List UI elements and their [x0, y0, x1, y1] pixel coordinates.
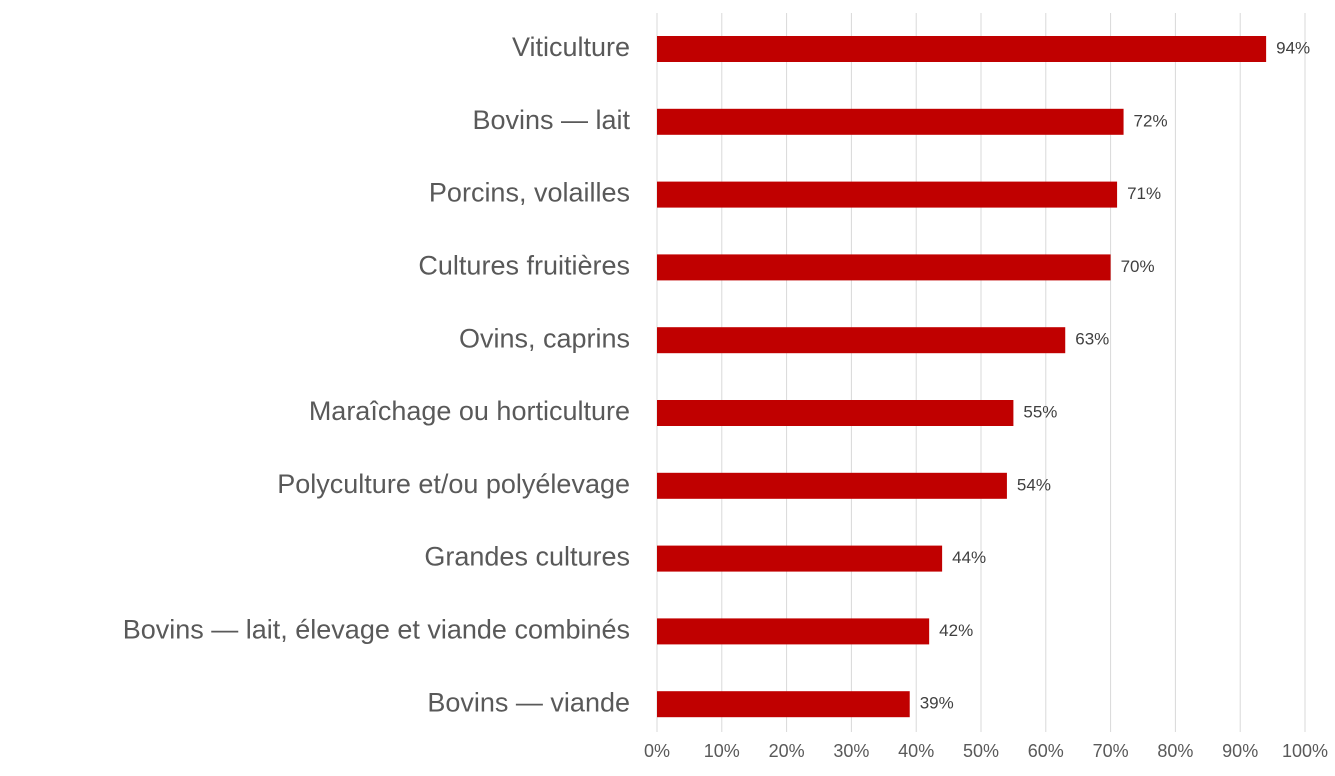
x-tick-label: 70%	[1093, 741, 1129, 761]
category-label: Viticulture	[512, 32, 630, 62]
category-label: Bovins — lait, élevage et viande combiné…	[123, 615, 630, 645]
value-label: 44%	[952, 548, 986, 567]
bar	[657, 618, 930, 645]
x-tick-label: 60%	[1028, 741, 1064, 761]
value-label: 94%	[1276, 38, 1310, 57]
x-tick-label: 90%	[1222, 741, 1258, 761]
x-tick-label: 80%	[1157, 741, 1193, 761]
bar	[657, 327, 1066, 354]
bar	[657, 400, 1014, 426]
bar	[657, 254, 1111, 281]
x-tick-label: 10%	[704, 741, 740, 761]
bar	[657, 108, 1124, 135]
category-label: Cultures fruitières	[418, 251, 630, 281]
value-label: 54%	[1017, 475, 1051, 494]
category-label: Maraîchage ou horticulture	[309, 396, 630, 426]
x-tick-label: 40%	[898, 741, 934, 761]
value-label: 55%	[1023, 402, 1057, 421]
category-label: Bovins — viande	[427, 687, 630, 717]
category-label: Polyculture et/ou polyélevage	[277, 469, 630, 499]
x-tick-label: 100%	[1282, 741, 1328, 761]
value-label: 63%	[1075, 330, 1109, 349]
bar	[657, 472, 1007, 499]
x-tick-label: 0%	[644, 741, 670, 761]
category-label: Ovins, caprins	[459, 323, 630, 353]
value-label: 70%	[1121, 257, 1155, 276]
bar	[657, 181, 1118, 208]
bar	[657, 36, 1267, 62]
value-label: 39%	[920, 694, 954, 713]
x-tick-label: 30%	[833, 741, 869, 761]
bar	[657, 691, 910, 718]
x-tick-label: 20%	[769, 741, 805, 761]
x-tick-label: 50%	[963, 741, 999, 761]
bar	[657, 545, 943, 572]
category-label: Bovins — lait	[472, 105, 630, 135]
value-label: 72%	[1134, 111, 1168, 130]
value-label: 71%	[1127, 184, 1161, 203]
category-label: Porcins, volailles	[429, 178, 630, 208]
category-label: Grandes cultures	[424, 542, 630, 572]
value-label: 42%	[939, 621, 973, 640]
